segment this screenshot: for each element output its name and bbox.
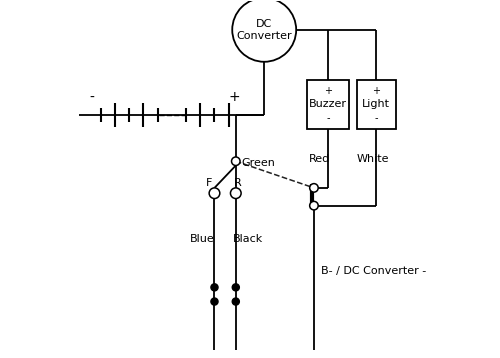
- Circle shape: [310, 202, 318, 210]
- Text: Light: Light: [362, 100, 390, 110]
- Text: +: +: [372, 86, 380, 96]
- Text: White: White: [356, 154, 389, 164]
- Text: R: R: [234, 178, 241, 188]
- Text: B- / DC Converter -: B- / DC Converter -: [321, 266, 426, 276]
- Circle shape: [232, 157, 240, 165]
- Circle shape: [209, 188, 220, 199]
- Text: +: +: [228, 91, 240, 105]
- Text: -: -: [90, 91, 94, 105]
- Text: Green: Green: [241, 158, 275, 168]
- Bar: [307, 79, 350, 129]
- Bar: [356, 79, 396, 129]
- Text: Black: Black: [233, 234, 264, 245]
- Circle shape: [232, 0, 296, 62]
- Text: Blue: Blue: [190, 234, 214, 245]
- Circle shape: [310, 184, 318, 192]
- Text: Red: Red: [308, 154, 330, 164]
- Circle shape: [211, 298, 218, 305]
- Circle shape: [211, 284, 218, 291]
- Text: +: +: [324, 86, 332, 96]
- Circle shape: [232, 284, 239, 291]
- Circle shape: [232, 298, 239, 305]
- Text: Buzzer: Buzzer: [309, 100, 347, 110]
- Text: F: F: [206, 178, 212, 188]
- Circle shape: [230, 188, 241, 199]
- Text: -: -: [374, 113, 378, 123]
- Text: -: -: [326, 113, 330, 123]
- Text: DC
Converter: DC Converter: [236, 19, 292, 40]
